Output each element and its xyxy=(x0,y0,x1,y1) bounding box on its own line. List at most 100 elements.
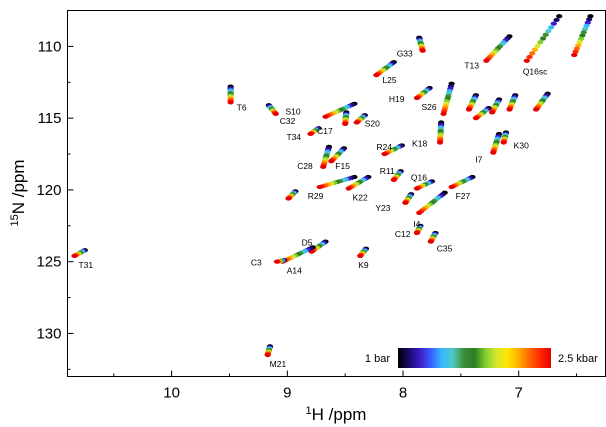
peak-trajectory xyxy=(307,126,322,137)
peak-point xyxy=(586,17,593,22)
peak-point xyxy=(532,107,540,112)
peak-point xyxy=(579,33,586,38)
x-axis-title-superscript: 1 xyxy=(306,405,312,417)
peak-point xyxy=(523,58,530,63)
peak-trajectory xyxy=(472,106,492,121)
peak-trajectory xyxy=(308,239,329,254)
peak-label: H19 xyxy=(389,94,405,104)
peak-trajectory xyxy=(285,189,299,201)
peak-point xyxy=(571,52,578,58)
peak-label: K30 xyxy=(514,141,529,151)
peak-trajectory xyxy=(413,85,433,101)
peak-trajectory xyxy=(316,174,358,190)
peak-point xyxy=(316,184,323,190)
peak-point xyxy=(500,140,507,145)
peak-label: D5 xyxy=(302,238,313,248)
peak-point xyxy=(307,131,314,137)
peak-point xyxy=(583,23,590,29)
peak-point xyxy=(584,20,591,25)
peak-label: C12 xyxy=(395,229,411,239)
peak-point xyxy=(483,58,490,63)
peak-label: Y23 xyxy=(375,203,390,213)
peak-label: T13 xyxy=(464,61,479,71)
peak-point xyxy=(357,253,364,259)
peak-point xyxy=(227,100,234,105)
peak-trajectory xyxy=(489,97,503,115)
peak-point xyxy=(534,43,541,49)
peak-label: I4 xyxy=(413,219,420,229)
x-tick-label: 7 xyxy=(515,385,523,402)
peak-point xyxy=(539,36,547,41)
peak-trajectory xyxy=(353,113,368,125)
peak-label: M21 xyxy=(270,359,287,369)
peak-point xyxy=(576,39,583,45)
peak-point xyxy=(381,151,388,157)
peak-point xyxy=(526,54,533,60)
peak-label: S20 xyxy=(365,118,380,128)
peak-trajectory xyxy=(342,110,350,126)
peak-trajectory xyxy=(71,248,88,259)
peak-point xyxy=(328,159,335,164)
peak-trajectory xyxy=(436,120,445,145)
peak-point xyxy=(550,21,557,26)
peak-point xyxy=(413,230,421,236)
y-tick-label: 115 xyxy=(38,110,62,127)
peak-trajectory xyxy=(227,84,234,105)
y-tick-label: 120 xyxy=(36,182,61,199)
peak-point xyxy=(353,120,360,125)
peak-trajectory xyxy=(373,60,397,78)
peak-label: T34 xyxy=(286,132,301,142)
peak-point xyxy=(556,14,563,19)
peak-point xyxy=(577,36,585,41)
peak-point xyxy=(490,150,497,155)
peak-label: C17 xyxy=(317,126,333,136)
peak-point xyxy=(320,164,327,170)
peak-label: I7 xyxy=(475,155,482,165)
peak-point xyxy=(342,121,349,126)
y-axis-title-main: N /ppm xyxy=(9,159,28,214)
peak-trajectory xyxy=(416,35,426,53)
peak-label: K22 xyxy=(353,192,368,202)
y-tick-label: 110 xyxy=(38,38,62,55)
peak-trajectory xyxy=(273,258,287,264)
peak-point xyxy=(506,107,513,112)
peak-point xyxy=(472,116,480,121)
peak-label: F27 xyxy=(456,191,471,201)
peak-point xyxy=(440,111,447,116)
peak-point xyxy=(436,140,444,145)
peak-point xyxy=(413,95,421,101)
peak-label: C35 xyxy=(437,244,453,254)
peak-label: R29 xyxy=(308,191,324,201)
peak-trajectory xyxy=(328,146,348,164)
y-tick-label: 130 xyxy=(36,325,61,342)
peak-point xyxy=(402,200,409,205)
x-axis-title-main: H /ppm xyxy=(312,405,367,424)
y-axis-title-superscript: 15 xyxy=(9,214,21,226)
colorbar-gradient xyxy=(398,348,551,368)
peak-point xyxy=(285,196,292,201)
peak-point xyxy=(572,49,579,54)
peak-label: T6 xyxy=(237,102,247,112)
peak-label: A14 xyxy=(287,266,302,276)
peak-trajectory xyxy=(357,246,370,259)
peak-point xyxy=(413,186,421,191)
peak-label: K9 xyxy=(358,260,369,270)
peak-label: G33 xyxy=(397,49,413,59)
peak-trajectory xyxy=(440,81,455,116)
peak-point xyxy=(272,111,279,116)
peak-point xyxy=(580,30,587,35)
peak-point xyxy=(465,107,473,112)
peak-point xyxy=(575,43,582,48)
peak-point xyxy=(264,352,271,358)
peak-trajectory xyxy=(500,130,510,145)
x-tick-label: 9 xyxy=(283,385,291,402)
peak-trajectory xyxy=(427,230,439,244)
peak-point xyxy=(273,259,281,264)
x-tick-label: 10 xyxy=(163,385,180,402)
peak-trajectory xyxy=(571,14,594,58)
colorbar-low-label: 1 bar xyxy=(365,353,390,365)
peak-trajectory xyxy=(523,14,563,63)
peak-label: L25 xyxy=(382,75,396,85)
